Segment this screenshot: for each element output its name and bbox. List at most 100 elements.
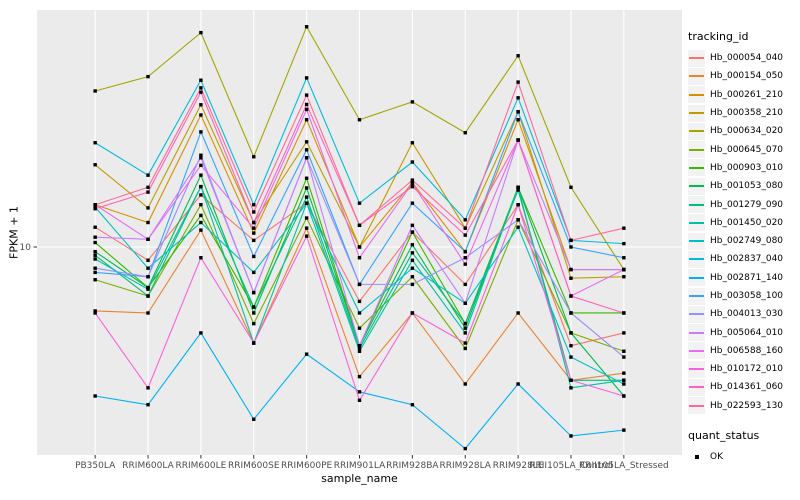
data-point: [357, 299, 362, 304]
data-point: [410, 311, 415, 315]
data-point: [569, 267, 573, 272]
data-point: [357, 118, 362, 122]
data-point: [410, 403, 415, 407]
data-point: [463, 249, 467, 254]
legend-key-line-icon: [688, 269, 705, 287]
data-point: [93, 270, 97, 275]
data-point: [93, 163, 97, 167]
data-point: [410, 258, 415, 262]
data-point: [252, 305, 256, 309]
data-point: [410, 251, 415, 255]
data-point: [622, 226, 626, 230]
data-point: [622, 331, 626, 335]
data-point: [146, 220, 150, 225]
data-point: [252, 341, 256, 345]
data-point: [622, 349, 626, 353]
data-point: [569, 276, 573, 280]
data-point: [516, 311, 520, 315]
data-point: [93, 394, 97, 398]
data-point: [199, 193, 203, 197]
x-tick-label: RRII105LA_Stressed: [579, 461, 669, 471]
data-point: [410, 230, 415, 234]
data-point: [199, 220, 203, 225]
legend-key-line-icon: [688, 287, 705, 305]
data-point: [622, 371, 626, 375]
data-point: [252, 238, 256, 243]
x-tick-label: RRIM928LA: [439, 461, 491, 471]
legend-item: Hb_001053_080: [688, 177, 798, 195]
data-point: [199, 184, 203, 189]
data-point: [410, 243, 415, 247]
legend-item: Hb_002749_080: [688, 232, 798, 250]
data-point: [569, 386, 573, 390]
data-point: [357, 346, 362, 351]
data-point: [199, 213, 203, 218]
legend-item-label: Hb_000358_210: [710, 108, 784, 119]
legend-key-line-icon: [688, 49, 705, 67]
data-point: [410, 178, 415, 182]
data-point: [463, 233, 467, 237]
data-point: [357, 344, 362, 348]
legend-key-line-icon: [688, 86, 705, 104]
data-point: [146, 266, 150, 270]
data-point: [357, 398, 362, 402]
legend-item-label: Hb_022593_130: [710, 400, 784, 411]
data-point: [252, 270, 256, 275]
legend-item: Hb_003058_100: [688, 287, 798, 305]
data-point: [410, 282, 415, 287]
data-point: [93, 141, 97, 145]
data-point: [357, 282, 362, 287]
data-point: [93, 235, 97, 239]
legend-key-line-icon: [688, 159, 705, 177]
data-point: [516, 54, 520, 58]
data-point: [410, 184, 415, 189]
data-point: [304, 201, 309, 205]
data-point: [516, 96, 520, 100]
legend-item-label: Hb_000634_020: [710, 126, 784, 137]
data-point: [199, 90, 203, 94]
data-point: [357, 245, 362, 249]
data-point: [463, 218, 467, 222]
data-point: [146, 74, 150, 79]
data-point: [569, 294, 573, 298]
data-point: [622, 378, 626, 382]
data-point: [622, 256, 626, 260]
data-point: [516, 203, 520, 207]
data-point: [410, 201, 415, 205]
legend-key-line-icon: [688, 397, 705, 415]
legend-key-line-icon: [688, 67, 705, 85]
data-point: [93, 240, 97, 245]
data-point: [146, 173, 150, 177]
legend-item: Hb_000261_210: [688, 86, 798, 104]
data-point: [357, 201, 362, 205]
data-point: [304, 102, 309, 107]
data-point: [146, 287, 150, 291]
data-point: [463, 346, 467, 351]
legend-item: Hb_001450_020: [688, 214, 798, 232]
data-point: [410, 223, 415, 228]
data-point: [304, 352, 309, 356]
data-point: [463, 331, 467, 335]
data-point: [463, 321, 467, 326]
data-point: [146, 386, 150, 390]
data-point: [93, 309, 97, 313]
data-point: [304, 25, 309, 29]
legend-item-label: Hb_000903_010: [710, 162, 784, 173]
data-point: [463, 131, 467, 135]
data-point: [463, 446, 467, 451]
y-tick-label: 10: [20, 243, 32, 253]
legend-key-line-icon: [688, 232, 705, 250]
data-point: [463, 262, 467, 266]
legend-key-line-icon: [688, 324, 705, 342]
legend-key-line-icon: [688, 305, 705, 323]
legend-key-line-icon: [688, 214, 705, 232]
legend-item: Hb_000054_040: [688, 49, 798, 67]
data-point: [410, 181, 415, 186]
legend-key-line-icon: [688, 196, 705, 214]
data-point: [146, 258, 150, 262]
data-point: [516, 138, 520, 142]
data-point: [569, 245, 573, 249]
x-tick-label: RRIM928BA: [386, 461, 439, 471]
data-point: [199, 130, 203, 134]
data-point: [252, 226, 256, 230]
